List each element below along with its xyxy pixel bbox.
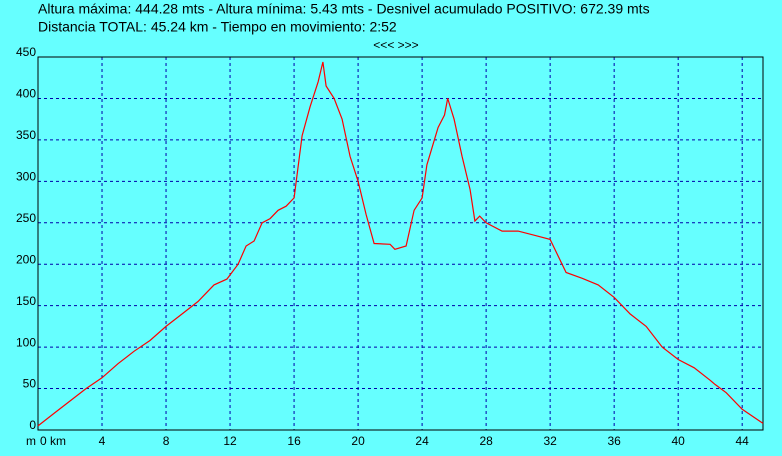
y-tick-label: 150 [16,294,36,308]
y-tick-label: 0 [29,418,36,432]
y-tick-label: 50 [23,377,37,391]
x-tick-label: 36 [607,434,621,448]
y-unit: m [26,434,36,448]
header-line: Distancia TOTAL: 45.24 km - Tiempo en mo… [38,19,397,35]
x-tick-label: 40 [671,434,685,448]
x-tick-label: 8 [163,434,170,448]
y-tick-label: 100 [16,335,36,349]
elevation-line [37,61,764,427]
y-tick-label: 300 [16,170,36,184]
navigation[interactable]: <<< >>> [373,38,418,52]
x-tick-label: 24 [415,434,429,448]
x-tick-label: 4 [99,434,106,448]
y-tick-label: 450 [16,45,36,59]
x-tick-label: 44 [736,434,750,448]
x-tick-label: 32 [543,434,557,448]
y-tick-label: 350 [16,128,36,142]
header-line: Altura máxima: 444.28 mts - Altura mínim… [38,1,650,17]
y-tick-label: 200 [16,252,36,266]
x-tick-label: 20 [351,434,365,448]
y-tick-label: 400 [16,87,36,101]
x-tick-label: 28 [479,434,493,448]
x-tick-label: 0 km [40,434,66,448]
x-tick-label: 12 [223,434,237,448]
plot-frame [37,56,764,431]
y-tick-label: 250 [16,211,36,225]
x-tick-label: 16 [287,434,301,448]
